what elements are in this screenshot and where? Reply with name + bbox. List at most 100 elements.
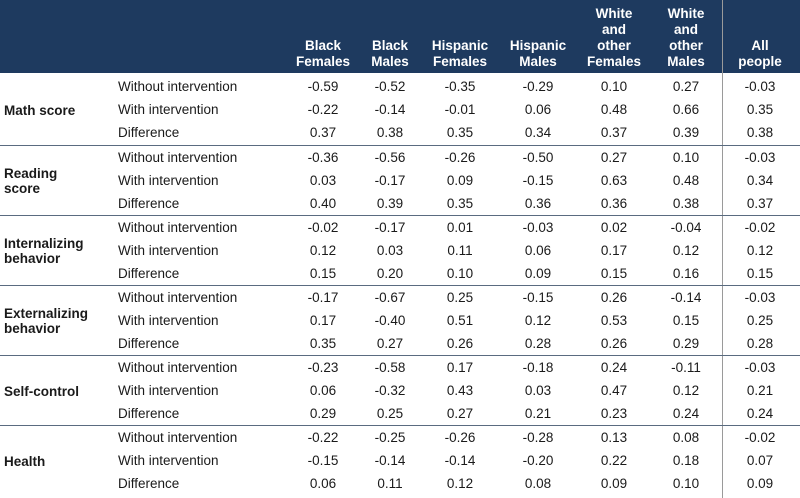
table-cell: -0.04 — [670, 220, 702, 235]
row-label: With intervention — [118, 243, 219, 258]
row-label: With intervention — [118, 173, 219, 188]
table-cell: 0.27 — [376, 336, 404, 351]
table-cell: 0.40 — [309, 196, 337, 211]
table-cell: -0.59 — [307, 79, 339, 94]
table-cell: 0.25 — [746, 313, 774, 328]
table-cell: 0.24 — [600, 360, 628, 375]
table-cell: -0.02 — [307, 220, 339, 235]
table-cell: 0.43 — [446, 383, 474, 398]
column-header-line: Females — [586, 54, 642, 69]
table-cell: 0.01 — [446, 220, 474, 235]
column-header-line: White — [595, 6, 633, 21]
table-cell: 0.48 — [600, 102, 628, 117]
group-label-line: Reading — [4, 166, 58, 181]
table-cell: 0.34 — [524, 125, 552, 140]
table-cell: 0.18 — [672, 453, 700, 468]
table-cell: -0.01 — [444, 102, 476, 117]
table-cell: 0.27 — [600, 150, 628, 165]
table-cell: 0.10 — [672, 476, 700, 491]
table-cell: 0.15 — [672, 313, 700, 328]
table-cell: -0.26 — [444, 150, 476, 165]
table-cell: 0.38 — [746, 125, 774, 140]
table-cell: 0.48 — [672, 173, 700, 188]
table-cell: 0.11 — [447, 243, 473, 258]
row-label: Without intervention — [118, 360, 238, 375]
column-header-line: and — [673, 22, 698, 37]
group-label: Health — [4, 454, 45, 469]
table-cell: 0.08 — [524, 476, 552, 491]
table-cell: 0.10 — [672, 150, 700, 165]
table-cell: 0.12 — [746, 243, 774, 258]
table-cell: 0.39 — [376, 196, 404, 211]
table-cell: 0.66 — [672, 102, 700, 117]
table-cell: -0.03 — [744, 150, 776, 165]
table-cell: 0.35 — [309, 336, 337, 351]
group-label: Reading score — [4, 166, 57, 196]
table-cell: -0.32 — [374, 383, 406, 398]
group-label-line: Math score — [4, 102, 76, 118]
table-cell: 0.08 — [672, 430, 700, 445]
group-label-line: Health — [4, 453, 46, 469]
table-cell: -0.23 — [307, 360, 339, 375]
group-divider — [0, 425, 800, 426]
table-cell: 0.38 — [376, 125, 404, 140]
table-cell: 0.06 — [309, 476, 337, 491]
table-cell: -0.28 — [522, 430, 554, 445]
table-cell: 0.51 — [446, 313, 474, 328]
column-header-line: and — [601, 22, 626, 37]
table-cell: 0.38 — [672, 196, 700, 211]
table-cell: 0.06 — [524, 102, 552, 117]
table-cell: 0.22 — [600, 453, 628, 468]
table-cell: 0.09 — [524, 266, 552, 281]
table-cell: 0.09 — [446, 173, 474, 188]
table-cell: 0.17 — [309, 313, 337, 328]
table-cell: -0.11 — [671, 360, 701, 375]
row-label: Without intervention — [118, 290, 238, 305]
table-cell: -0.18 — [522, 360, 554, 375]
table-cell: 0.25 — [446, 290, 474, 305]
table-cell: 0.24 — [746, 406, 774, 421]
group-label-line: behavior — [4, 321, 61, 336]
group-label-line: score — [4, 181, 41, 196]
group-divider — [0, 285, 800, 286]
column-header-line: Females — [432, 54, 488, 69]
table-cell: -0.15 — [522, 173, 554, 188]
table-cell: -0.22 — [307, 430, 339, 445]
row-label: With intervention — [118, 383, 219, 398]
column-header: Black Females — [283, 38, 363, 70]
table-cell: -0.17 — [307, 290, 339, 305]
table-cell: 0.35 — [746, 102, 774, 117]
table-cell: 0.24 — [672, 406, 700, 421]
group-label: Internalizing behavior — [4, 236, 84, 266]
table-cell: 0.35 — [446, 196, 474, 211]
table-cell: 0.28 — [746, 336, 774, 351]
group-label-line: Internalizing — [4, 236, 84, 251]
table-cell: 0.17 — [446, 360, 474, 375]
table-header: Black Females Black Males Hispanic Females His… — [0, 0, 800, 73]
table-cell: 0.29 — [672, 336, 700, 351]
table-cell: -0.22 — [307, 102, 339, 117]
table-cell: 0.21 — [746, 383, 774, 398]
table-cell: 0.15 — [309, 266, 337, 281]
table-cell: 0.25 — [376, 406, 404, 421]
column-header-line: Males — [667, 54, 705, 69]
table-cell: -0.03 — [744, 79, 776, 94]
table-cell: 0.09 — [746, 476, 774, 491]
table-cell: 0.36 — [524, 196, 552, 211]
table-cell: 0.37 — [309, 125, 337, 140]
table-cell: 0.03 — [524, 383, 552, 398]
row-label: Without intervention — [118, 220, 238, 235]
table-cell: -0.15 — [307, 453, 339, 468]
row-label: With intervention — [118, 313, 219, 328]
table-cell: 0.36 — [600, 196, 628, 211]
column-header-line: Females — [295, 54, 351, 69]
group-divider — [0, 355, 800, 356]
table-cell: -0.03 — [744, 290, 776, 305]
table-cell: -0.67 — [374, 290, 406, 305]
row-label: With intervention — [118, 102, 219, 117]
table-cell: -0.03 — [522, 220, 554, 235]
table-cell: 0.37 — [746, 196, 774, 211]
table-cell: -0.58 — [374, 360, 406, 375]
table-cell: 0.37 — [600, 125, 628, 140]
